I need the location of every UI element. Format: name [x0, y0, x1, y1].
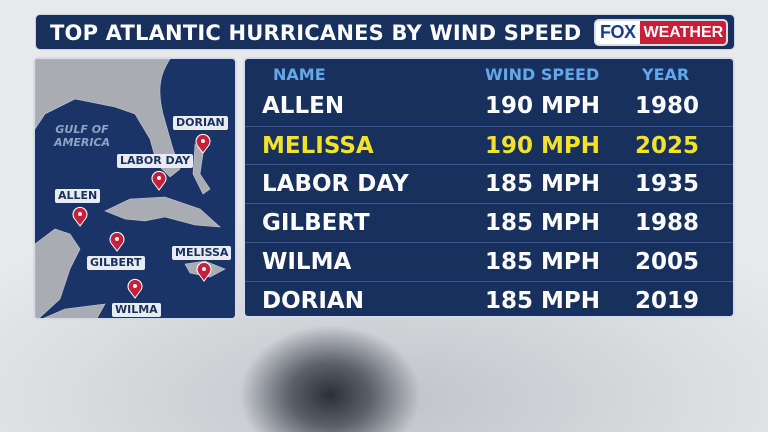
- table-row: GILBERT 185 MPH 1988: [245, 203, 733, 241]
- table-row: ALLEN 190 MPH 1980: [245, 87, 733, 125]
- cell-wind-speed: 185 MPH: [485, 248, 601, 275]
- hurricane-table: NAME WIND SPEED YEAR ALLEN 190 MPH 1980 MEL…: [243, 57, 735, 318]
- cell-year: 2019: [635, 287, 700, 314]
- marker-label-gilbert: GILBERT: [87, 256, 145, 270]
- pin-dot: [78, 212, 82, 216]
- cell-year: 1980: [635, 93, 700, 119]
- marker-label-wilma: WILMA: [112, 303, 161, 317]
- cell-name: WILMA: [262, 248, 352, 275]
- cell-wind-speed: 190 MPH: [485, 132, 601, 159]
- marker-label-allen: ALLEN: [55, 189, 101, 203]
- table-row: MELISSA 190 MPH 2025: [245, 125, 733, 164]
- cell-year: 1935: [635, 171, 700, 198]
- cell-year: 2005: [635, 248, 700, 275]
- map-pin-icon: [151, 170, 167, 191]
- map-pin-icon: [127, 278, 143, 299]
- marker-label-melissa: MELISSA: [172, 246, 232, 260]
- pin-dot: [115, 237, 119, 241]
- cell-name: MELISSA: [262, 132, 374, 159]
- cell-wind-speed: 185 MPH: [485, 210, 601, 237]
- table-row: LABOR DAY 185 MPH 1935: [245, 164, 733, 202]
- map-pin-icon: [72, 206, 88, 227]
- header-name: NAME: [273, 65, 326, 84]
- title: TOP ATLANTIC HURRICANES BY WIND SPEED: [50, 21, 582, 45]
- hurricane-map: GULF OF AMERICA DORIAN LABOR DAY ALLEN G…: [33, 57, 237, 320]
- cell-wind-speed: 185 MPH: [485, 287, 601, 314]
- fox-weather-logo: FOX WEATHER: [594, 19, 728, 46]
- cell-wind-speed: 190 MPH: [485, 93, 601, 119]
- map-pin-icon: [196, 261, 212, 282]
- pin-dot: [157, 176, 161, 180]
- cell-year: 1988: [635, 210, 700, 237]
- cell-name: LABOR DAY: [262, 171, 409, 198]
- marker-label-labor-day: LABOR DAY: [117, 154, 194, 168]
- cell-name: ALLEN: [262, 93, 345, 119]
- map-pins: [72, 133, 212, 299]
- table-row: DORIAN 185 MPH 2019: [245, 280, 733, 319]
- cell-name: GILBERT: [262, 210, 370, 237]
- cell-name: DORIAN: [262, 287, 364, 314]
- gulf-label: GULF OF AMERICA: [53, 123, 111, 149]
- map-pin-icon: [195, 133, 211, 154]
- marker-label-dorian: DORIAN: [173, 116, 228, 130]
- header-year: YEAR: [642, 65, 690, 84]
- table-row: WILMA 185 MPH 2005: [245, 241, 733, 280]
- cell-wind-speed: 185 MPH: [485, 171, 601, 198]
- pin-dot: [202, 267, 206, 271]
- pin-dot: [133, 284, 137, 288]
- title-bar: TOP ATLANTIC HURRICANES BY WIND SPEED FO…: [35, 14, 735, 50]
- header-wind-speed: WIND SPEED: [485, 65, 600, 84]
- pin-dot: [201, 139, 205, 143]
- cell-year: 2025: [635, 132, 700, 159]
- map-pin-icon: [109, 231, 125, 252]
